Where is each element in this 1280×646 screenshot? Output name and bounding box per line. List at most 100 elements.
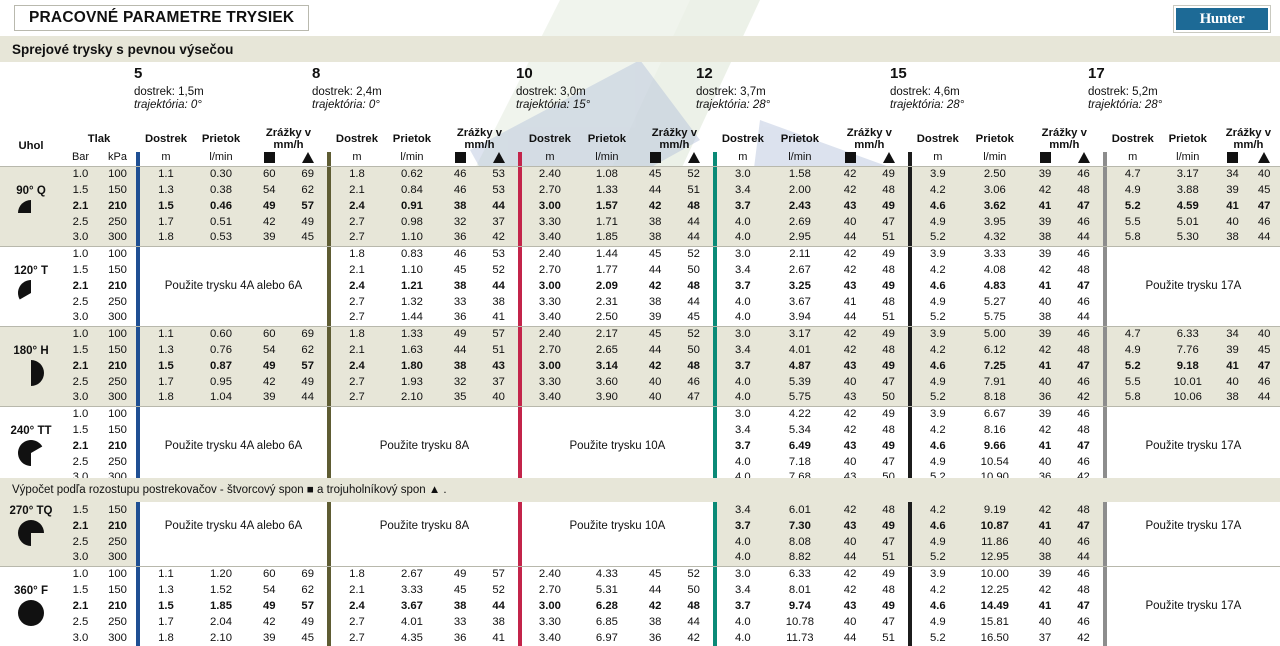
column-separator-8 <box>326 550 331 567</box>
column-separator-5 <box>136 534 140 551</box>
flow-8: 3.67 <box>400 599 423 612</box>
flow-8: 1.63 <box>400 343 423 356</box>
pressure-kpa: 210 <box>108 279 127 292</box>
substitute-note-5: Použite trysku 4A alebo 6A <box>140 405 327 487</box>
flow-12: 7.30 <box>788 519 811 532</box>
precip-triangle-17: 40 <box>1248 165 1280 183</box>
full-circle-icon <box>0 598 62 628</box>
precip-square-8: 32 <box>453 375 467 388</box>
square-marker-icon-12 <box>831 152 869 166</box>
flow-8: 1.21 <box>400 279 423 292</box>
column-separator-12 <box>712 454 717 471</box>
precip-square-15: 42 <box>1038 183 1052 196</box>
precip-square-8: 36 <box>453 231 467 244</box>
column-separator-12 <box>712 502 717 519</box>
flow-12: 5.75 <box>788 391 811 404</box>
precip-square-17: 34 <box>1216 165 1249 183</box>
pressure-bar: 3.0 <box>72 391 89 404</box>
precip-square-10: 38 <box>648 615 662 628</box>
header-flow-17: Prietok <box>1168 132 1207 145</box>
precip-square-15: 38 <box>1038 311 1052 324</box>
table-row: 2.5 250 1.7 2.04 42 49 2.7 4.01 33 38 3.30 6.85 38 44… <box>0 614 1280 631</box>
angle-label: 120° T <box>13 265 48 278</box>
header-radius-unit-5: m <box>161 151 171 164</box>
sep-unit-12 <box>712 152 717 167</box>
radius-15: 4.9 <box>929 615 946 628</box>
header-bar: Bar <box>71 151 90 164</box>
precip-triangle-5: 62 <box>301 583 314 596</box>
square-marker-icon-5 <box>250 152 288 166</box>
precip-square-10: 40 <box>648 375 662 388</box>
column-separator-5 <box>136 502 140 519</box>
precip-triangle-17: 46 <box>1257 375 1271 388</box>
precip-triangle-12: 48 <box>882 503 895 516</box>
nozzle-group-header-17: 17 dostrek: 5,2m trajektória: 28° <box>1088 66 1162 128</box>
precip-triangle-10: 48 <box>687 199 700 212</box>
table-row: 2.5 250 1.7 0.95 42 49 2.7 1.93 32 37 3.30 3.60 40 46… <box>0 374 1280 391</box>
header-precip-8: Zrážky v mm/h <box>456 127 503 151</box>
radius-8: 1.8 <box>330 245 383 263</box>
precip-square-12: 42 <box>830 325 870 343</box>
radius-15: 3.9 <box>911 405 964 423</box>
pressure-bar: 1.5 <box>72 343 89 356</box>
column-separator-15 <box>907 454 912 471</box>
angle-cell-180H: 180° H <box>0 325 62 407</box>
flow-12: 2.67 <box>788 263 811 276</box>
precip-square-10: 42 <box>648 279 662 292</box>
subtitle-bar: Sprejové trysky s pevnou výsečou <box>0 36 1280 62</box>
flow-5: 0.38 <box>210 183 232 196</box>
precip-triangle-10: 45 <box>687 311 700 324</box>
precip-triangle-5: 62 <box>301 183 314 196</box>
flow-8: 1.80 <box>400 359 423 372</box>
pressure-kpa: 300 <box>108 391 127 404</box>
flow-15: 10.00 <box>963 565 1026 583</box>
radius-12: 4.0 <box>735 455 751 468</box>
header-radius-12: Dostrek <box>721 132 764 145</box>
header-precip-5: Zrážky v mm/h <box>265 127 312 151</box>
pressure-kpa: 100 <box>99 565 136 583</box>
precip-square-12: 41 <box>843 295 857 308</box>
footer-bar: Výpočet podľa rozostupu postrekovačov - … <box>0 478 1280 502</box>
radius-5: 1.5 <box>158 599 174 612</box>
radius-15: 4.9 <box>929 215 946 228</box>
flow-8: 1.93 <box>400 375 423 388</box>
column-separator-17 <box>1102 630 1107 646</box>
title-bar: PRACOVNÉ PARAMETRE TRYSIEK Hunter <box>0 0 1280 34</box>
pressure-kpa: 210 <box>108 199 127 212</box>
radius-12: 3.0 <box>716 325 769 343</box>
radius-8: 2.7 <box>349 215 365 228</box>
column-separator-17 <box>1102 165 1107 183</box>
column-separator-8 <box>326 325 331 343</box>
column-separator-5 <box>136 518 140 535</box>
precip-square-15: 39 <box>1038 215 1052 228</box>
pressure-bar: 3.0 <box>72 231 89 244</box>
precip-square-10: 44 <box>648 583 662 596</box>
precip-square-12: 43 <box>843 519 857 532</box>
nozzle-number-8: 8 <box>312 65 321 82</box>
flow-10: 3.90 <box>595 391 618 404</box>
flow-17: 7.76 <box>1176 343 1199 356</box>
square-marker-icon-10 <box>636 152 674 166</box>
square-marker-icon-15 <box>1026 152 1064 166</box>
radius-12: 3.0 <box>716 405 769 423</box>
column-separator-5 <box>136 310 140 327</box>
radius-5: 1.3 <box>158 583 174 596</box>
column-separator-8 <box>326 405 331 423</box>
precip-triangle-12: 49 <box>882 439 895 452</box>
header-radius-5: Dostrek <box>144 132 188 145</box>
flow-10: 5.31 <box>595 583 618 596</box>
precip-triangle-10: 44 <box>687 231 700 244</box>
flow-12: 2.00 <box>788 183 811 196</box>
flow-10: 1.85 <box>595 231 618 244</box>
precip-triangle-10: 48 <box>687 279 700 292</box>
precip-square-12: 44 <box>843 311 857 324</box>
flow-5: 0.95 <box>210 375 232 388</box>
radius-17: 4.9 <box>1124 343 1141 356</box>
precip-triangle-5: 62 <box>301 343 314 356</box>
precip-square-15: 36 <box>1038 391 1052 404</box>
radius-12: 4.0 <box>735 215 751 228</box>
radius-12: 4.0 <box>735 375 751 388</box>
precip-square-15: 39 <box>1025 405 1065 423</box>
radius-10: 3.00 <box>538 599 561 612</box>
precip-square-15: 41 <box>1038 199 1052 212</box>
